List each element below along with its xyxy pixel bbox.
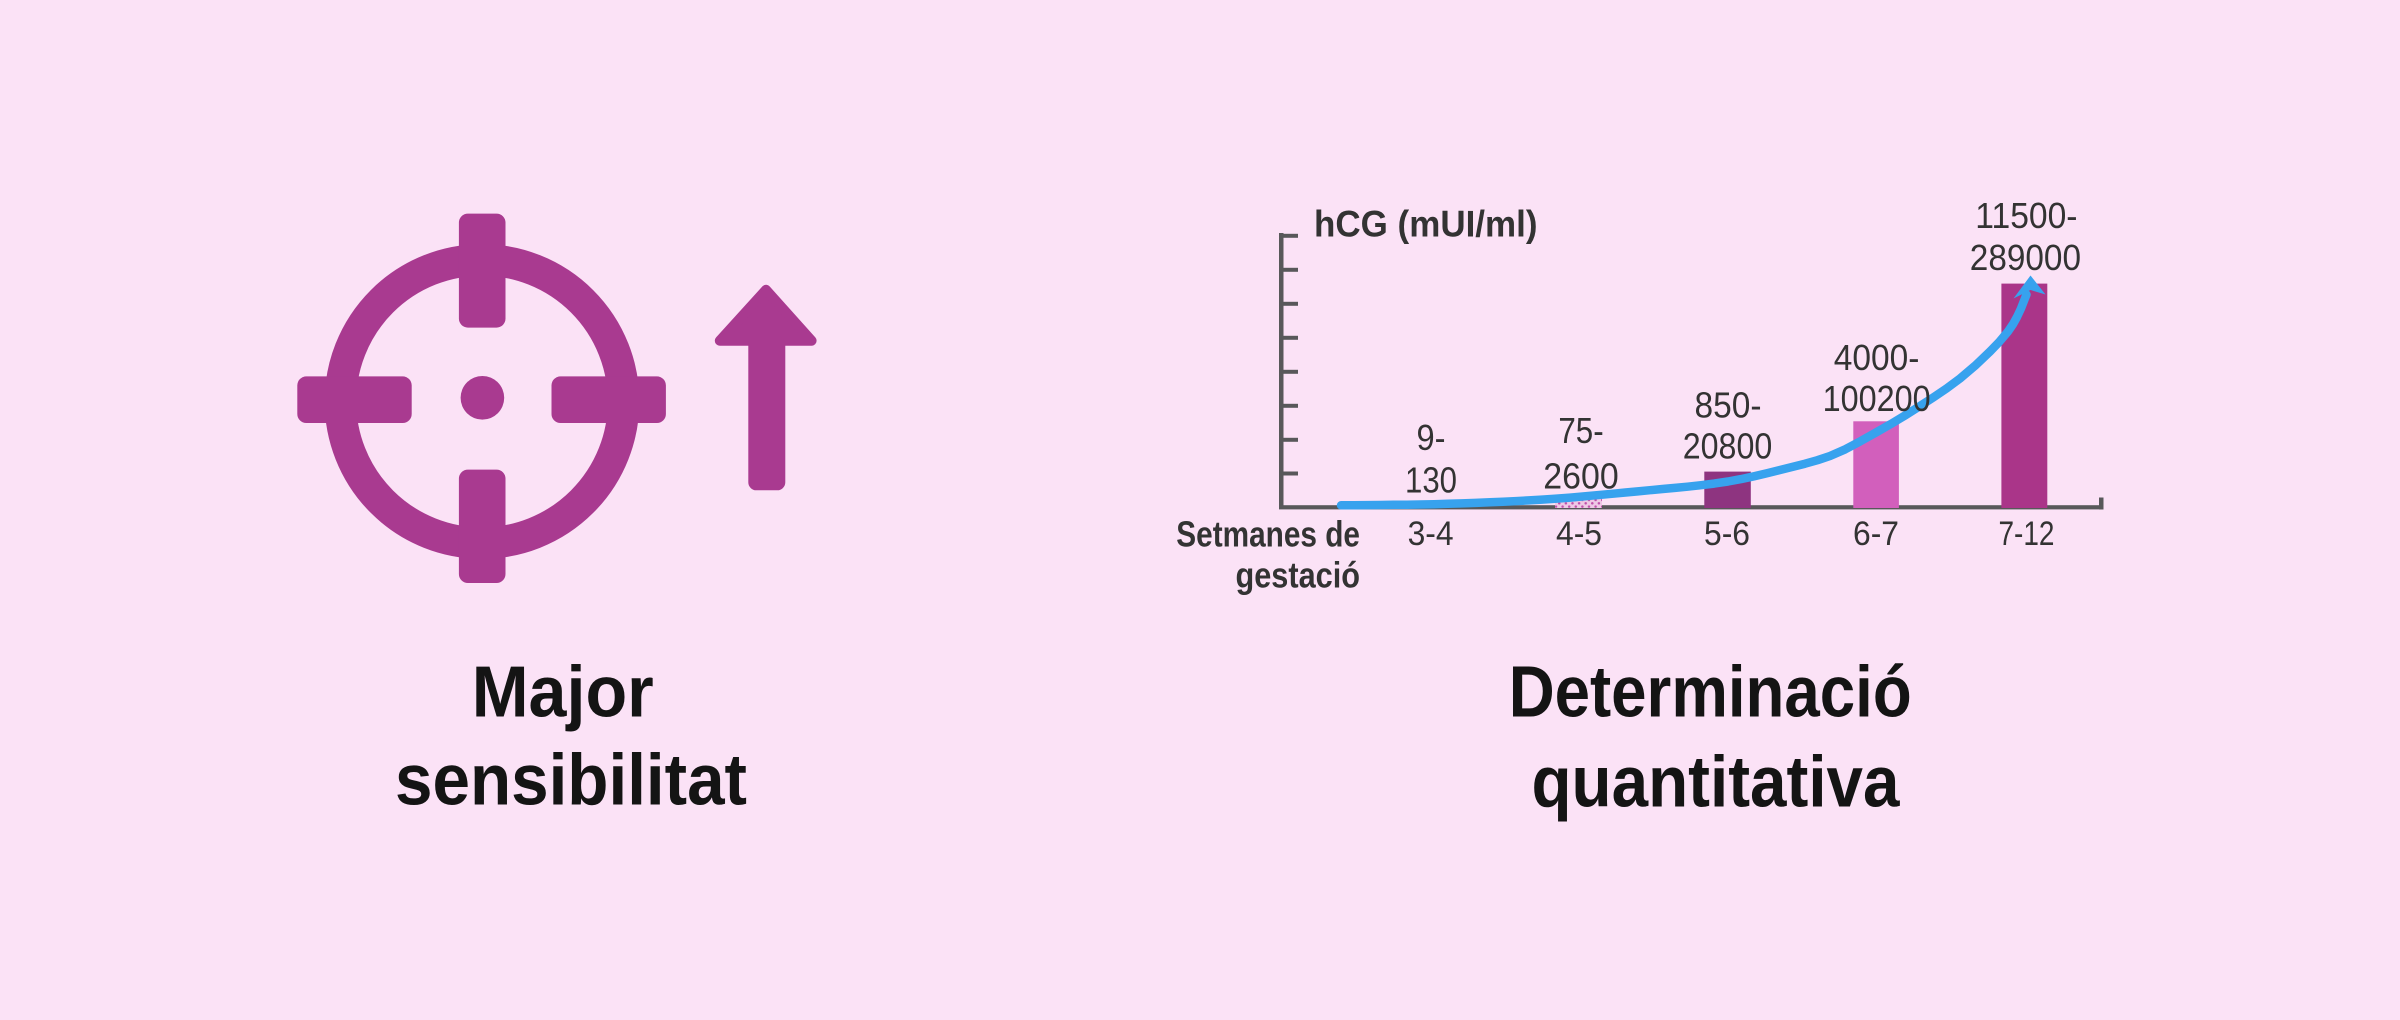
svg-text:Setmanes de: Setmanes de — [1176, 513, 1360, 554]
svg-text:Major: Major — [472, 653, 654, 733]
svg-text:850-: 850- — [1695, 385, 1762, 426]
svg-text:20800: 20800 — [1683, 426, 1773, 467]
svg-text:quantitativa: quantitativa — [1532, 743, 1901, 823]
svg-text:289000: 289000 — [1970, 237, 2081, 278]
svg-text:130: 130 — [1405, 460, 1457, 501]
svg-text:11500-: 11500- — [1975, 195, 2077, 236]
svg-text:Determinació: Determinació — [1509, 653, 1912, 733]
svg-text:75-: 75- — [1558, 410, 1603, 451]
svg-text:4000-: 4000- — [1834, 337, 1920, 378]
svg-text:5-6: 5-6 — [1704, 515, 1750, 553]
svg-text:gestació: gestació — [1236, 554, 1361, 595]
svg-text:100200: 100200 — [1823, 378, 1931, 419]
svg-text:3-4: 3-4 — [1408, 515, 1454, 553]
svg-text:9-: 9- — [1417, 417, 1446, 458]
svg-text:2600: 2600 — [1543, 455, 1618, 496]
svg-text:6-7: 6-7 — [1853, 515, 1899, 553]
svg-text:4-5: 4-5 — [1556, 515, 1602, 553]
svg-text:sensibilitat: sensibilitat — [395, 741, 747, 821]
svg-text:7-12: 7-12 — [1999, 515, 2055, 553]
svg-text:hCG (mUI/ml): hCG (mUI/ml) — [1314, 203, 1538, 244]
